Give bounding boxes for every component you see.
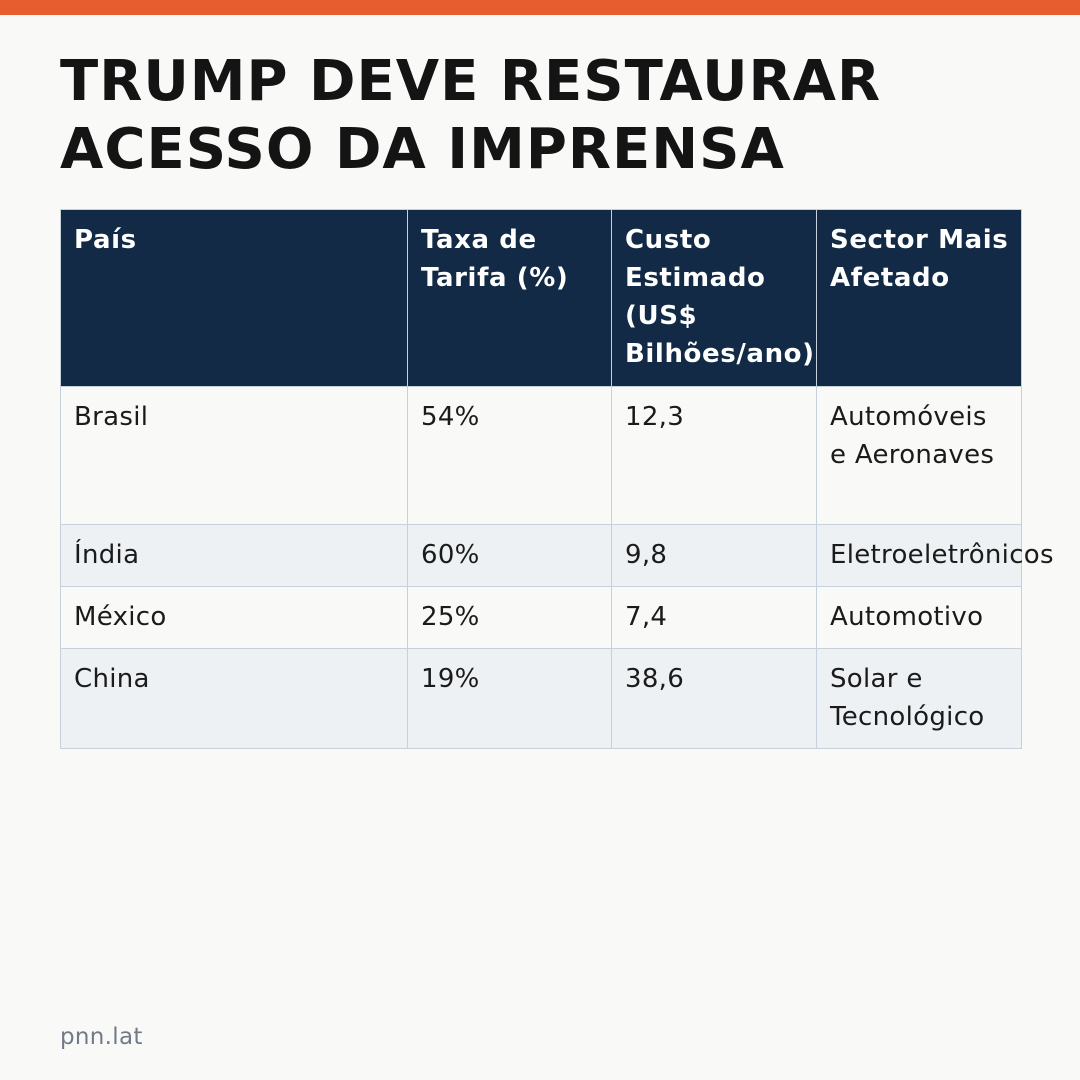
source-footer: pnn.lat — [60, 1024, 143, 1050]
header-tariff-rate: Taxa de Tarifa (%) — [407, 209, 612, 387]
cell-affected-sector: Automotivo — [816, 586, 1022, 649]
cell-country: Brasil — [60, 386, 408, 525]
cell-country: México — [60, 586, 408, 649]
accent-bar — [0, 0, 1080, 15]
cell-country: Índia — [60, 524, 408, 587]
cell-estimated-cost: 9,8 — [611, 524, 817, 587]
headline: TRUMP DEVE RESTAURAR ACESSO DA IMPRENSA — [60, 48, 1020, 184]
tariff-table: País Taxa de Tarifa (%) Custo Estimado (… — [60, 209, 1054, 749]
table-row: China 19% 38,6 Solar e Tecnológico — [60, 648, 1022, 749]
cell-tariff-rate: 54% — [407, 386, 612, 525]
headline-line-2: ACESSO DA IMPRENSA — [60, 117, 785, 182]
cell-affected-sector: Eletroeletrônicos — [816, 524, 1054, 587]
header-country: País — [60, 209, 408, 387]
cell-estimated-cost: 7,4 — [611, 586, 817, 649]
cell-estimated-cost: 12,3 — [611, 386, 817, 525]
header-estimated-cost: Custo Estimado (US$ Bilhões/ano) — [611, 209, 817, 387]
header-affected-sector: Sector Mais Afetado — [816, 209, 1022, 387]
cell-affected-sector: Solar e Tecnológico — [816, 648, 1022, 749]
table-header-row: País Taxa de Tarifa (%) Custo Estimado (… — [60, 209, 1022, 387]
cell-country: China — [60, 648, 408, 749]
headline-line-1: TRUMP DEVE RESTAURAR — [60, 49, 882, 114]
table-row: Brasil 54% 12,3 Automóveis e Aeronaves — [60, 386, 1022, 525]
cell-tariff-rate: 60% — [407, 524, 612, 587]
cell-affected-sector: Automóveis e Aeronaves — [816, 386, 1022, 525]
table-row: Índia 60% 9,8 Eletroeletrônicos — [60, 524, 1054, 587]
cell-tariff-rate: 19% — [407, 648, 612, 749]
cell-estimated-cost: 38,6 — [611, 648, 817, 749]
cell-tariff-rate: 25% — [407, 586, 612, 649]
table-row: México 25% 7,4 Automotivo — [60, 586, 1022, 649]
